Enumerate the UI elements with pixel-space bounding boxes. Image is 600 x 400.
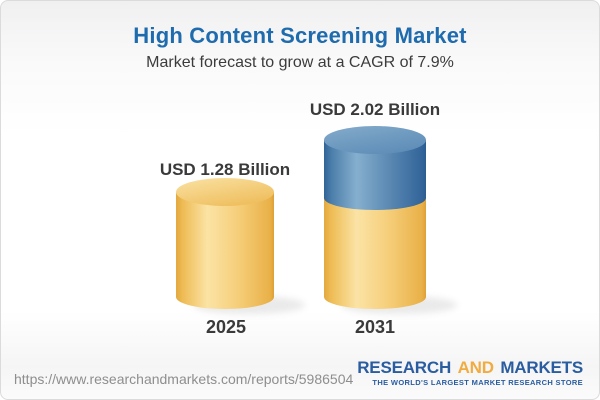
- research-and-markets-logo: RESEARCH AND MARKETS THE WORLD'S LARGEST…: [357, 359, 583, 387]
- bar-2031-cylinder-growth: [324, 126, 426, 210]
- page-subtitle: Market forecast to grow at a CAGR of 7.9…: [146, 54, 454, 71]
- bar-2025-value-label: USD 1.28 Billion: [159, 160, 291, 179]
- logo-word-research: RESEARCH: [357, 358, 452, 377]
- bar-2031-cylinder-base: [324, 198, 426, 309]
- bar-2025-cylinder: [176, 178, 274, 309]
- logo-wordmark: RESEARCH AND MARKETS: [357, 359, 583, 377]
- logo-tagline: THE WORLD'S LARGEST MARKET RESEARCH STOR…: [372, 377, 583, 387]
- bar-2031-value-label: USD 2.02 Billion: [309, 100, 441, 119]
- logo-word-markets: MARKETS: [500, 358, 583, 377]
- bar-2031-category-label: 2031: [354, 317, 396, 337]
- bar-2025-category-label: 2025: [205, 317, 247, 337]
- page-title: High Content Screening Market: [133, 23, 467, 48]
- source-url: https://www.researchandmarkets.com/repor…: [14, 371, 354, 387]
- logo-word-and: AND: [457, 358, 494, 377]
